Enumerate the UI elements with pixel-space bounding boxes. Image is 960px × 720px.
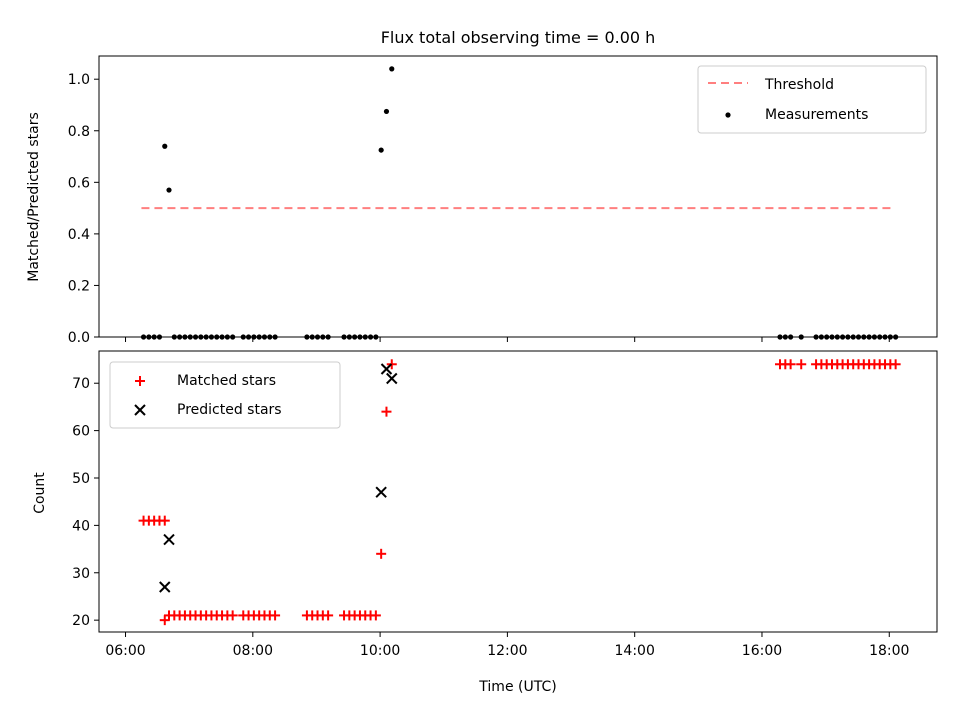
matched-star-point xyxy=(796,359,807,370)
top-y-ticks: 0.0 0.2 0.4 0.6 0.8 1.0 xyxy=(68,72,99,346)
legend-predicted-marker-b xyxy=(134,404,146,416)
predicted-star-point-b xyxy=(163,533,175,546)
bottom-x-ticks: 06:00 08:00 10:00 12:00 14:00 16:00 18:00 xyxy=(105,632,909,659)
bottom-x-tick-label: 18:00 xyxy=(869,643,909,659)
legend-predicted-label: Predicted stars xyxy=(177,402,282,418)
bottom-legend: Matched stars Predicted stars xyxy=(109,361,341,429)
measurement-point xyxy=(162,143,168,149)
matched-star-point xyxy=(159,515,170,526)
bottom-y-tick-label: 30 xyxy=(72,566,90,582)
legend-predicted-swatch xyxy=(134,404,146,416)
chart-title: Flux total observing time = 0.00 h xyxy=(381,28,656,47)
legend-measurements-swatch xyxy=(725,112,731,118)
matched-star-point xyxy=(785,359,796,370)
measurement-point xyxy=(389,66,395,72)
legend-matched-marker xyxy=(135,376,145,386)
bottom-x-tick-label: 10:00 xyxy=(360,643,400,659)
top-y-tick-label: 1.0 xyxy=(68,72,90,88)
top-legend-box xyxy=(697,65,927,134)
bottom-y-tick-label: 70 xyxy=(72,376,90,392)
bottom-y-tick-label: 50 xyxy=(72,471,90,487)
measurement-point xyxy=(166,187,172,193)
legend-measurements-label: Measurements xyxy=(765,107,868,123)
predicted-star-point-b xyxy=(159,581,171,593)
predicted-stars-points xyxy=(159,363,398,593)
top-y-tick-label: 0.2 xyxy=(68,278,90,294)
top-y-tick-label: 0.0 xyxy=(68,330,90,346)
top-y-axis-label: Matched/Predicted stars xyxy=(26,112,42,282)
predicted-star-point-b xyxy=(386,372,398,385)
matched-star-point xyxy=(227,610,238,621)
matched-star-point xyxy=(381,406,392,417)
predicted-star-point-b xyxy=(380,363,393,375)
top-legend: Threshold Measurements xyxy=(697,65,927,134)
legend-matched-swatch xyxy=(135,376,145,386)
predicted-star-point xyxy=(163,533,175,546)
matched-star-point xyxy=(890,359,901,370)
top-y-tick-label: 0.4 xyxy=(68,227,90,243)
measurement-point xyxy=(383,108,390,115)
bottom-x-tick-label: 08:00 xyxy=(233,643,273,659)
matched-star-point xyxy=(370,610,381,621)
predicted-star-point xyxy=(159,581,171,593)
top-y-tick-label: 0.8 xyxy=(68,124,90,140)
predicted-star-point xyxy=(380,363,393,375)
bottom-y-ticks: 20 30 40 50 60 70 xyxy=(72,376,99,629)
legend-predicted-marker xyxy=(134,404,146,416)
bottom-x-tick-label: 16:00 xyxy=(742,643,782,659)
bottom-axes-frame xyxy=(98,350,938,633)
legend-threshold-label: Threshold xyxy=(764,77,834,93)
bottom-legend-box xyxy=(109,361,341,429)
top-y-tick-label: 0.6 xyxy=(68,175,90,191)
bottom-y-axis-label: Count xyxy=(32,472,48,514)
legend-matched-label: Matched stars xyxy=(177,373,276,389)
predicted-star-point xyxy=(386,372,398,385)
x-axis-label: Time (UTC) xyxy=(478,679,556,695)
bottom-y-tick-label: 60 xyxy=(72,424,90,440)
bottom-x-tick-label: 12:00 xyxy=(487,643,527,659)
matched-star-point xyxy=(323,610,334,621)
measurement-point xyxy=(378,147,384,153)
predicted-star-point-b xyxy=(375,486,387,498)
bottom-y-tick-label: 40 xyxy=(72,518,90,534)
bottom-x-tick-label: 06:00 xyxy=(105,643,145,659)
matched-star-point xyxy=(386,359,397,370)
matched-stars-points xyxy=(138,359,901,626)
matched-star-point xyxy=(270,610,281,621)
bottom-x-tick-label: 14:00 xyxy=(615,643,655,659)
predicted-star-point xyxy=(375,486,387,498)
top-axes-frame xyxy=(98,55,938,338)
bottom-y-tick-label: 20 xyxy=(72,613,90,629)
matched-star-point xyxy=(376,548,387,559)
